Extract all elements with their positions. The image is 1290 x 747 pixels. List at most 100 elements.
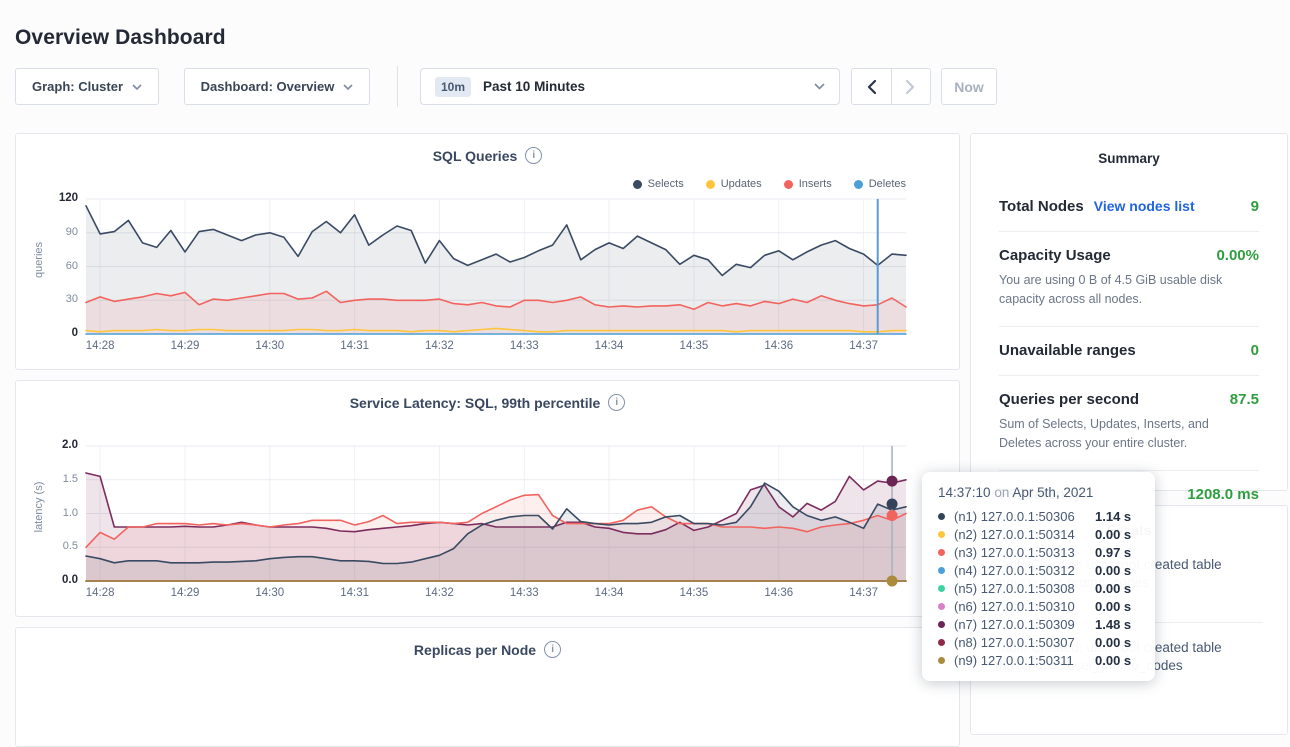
tooltip-node-value: 0.00 s <box>1095 563 1131 578</box>
x-tick-label: 14:31 <box>333 340 377 352</box>
series-color-dot <box>938 657 945 664</box>
summary-row: Queries per second 87.5 Sum of Selects, Up… <box>999 375 1259 470</box>
chart-title-text: SQL Queries <box>433 148 518 164</box>
y-tick-label: 90 <box>44 226 78 238</box>
legend-item-updates[interactable]: Updates <box>706 178 762 190</box>
x-tick-label: 14:33 <box>502 587 546 599</box>
tooltip-node-value: 0.00 s <box>1095 653 1131 668</box>
service-latency-plot[interactable] <box>86 446 906 581</box>
info-icon[interactable]: i <box>525 147 542 164</box>
x-tick-label: 14:37 <box>842 340 886 352</box>
tooltip-node-value: 0.97 s <box>1095 545 1131 560</box>
series-color-dot <box>938 567 945 574</box>
tooltip-row: (n3) 127.0.0.1:503130.97 s <box>938 543 1139 561</box>
tooltip-node-label: (n9) 127.0.0.1:50311 <box>954 653 1095 668</box>
sql-queries-plot[interactable] <box>86 199 906 334</box>
chart-title-text: Service Latency: SQL, 99th percentile <box>350 395 601 411</box>
legend-label: Selects <box>648 178 684 190</box>
legend-item-deletes[interactable]: Deletes <box>854 178 906 190</box>
controls-divider <box>397 66 398 107</box>
replicas-per-node-chart-panel: Replicas per Node i <box>15 627 960 747</box>
legend-label: Updates <box>721 178 762 190</box>
tooltip-conj: on <box>994 485 1009 500</box>
x-tick-label: 14:34 <box>587 340 631 352</box>
x-tick-label: 14:33 <box>502 340 546 352</box>
tooltip-node-value: 0.00 s <box>1095 527 1131 542</box>
tooltip-node-value: 0.00 s <box>1095 635 1131 650</box>
y-tick-label: 0.0 <box>44 574 78 586</box>
tooltip-node-label: (n7) 127.0.0.1:50309 <box>954 617 1095 632</box>
summary-row-label: Unavailable ranges <box>999 342 1136 359</box>
summary-row-value: 9 <box>1251 198 1259 215</box>
legend-item-inserts[interactable]: Inserts <box>784 178 832 190</box>
view-nodes-list-link[interactable]: View nodes list <box>1094 198 1195 214</box>
tooltip-node-value: 0.00 s <box>1095 599 1131 614</box>
x-tick-label: 14:32 <box>417 587 461 599</box>
time-step-back-button[interactable] <box>852 69 892 104</box>
legend-dot <box>784 180 793 189</box>
summary-rows: Total Nodes View nodes list 9 Capacity Usag… <box>971 183 1287 519</box>
x-tick-label: 14:30 <box>248 340 292 352</box>
x-tick-label: 14:29 <box>163 340 207 352</box>
x-tick-label: 14:35 <box>672 587 716 599</box>
legend-dot <box>854 180 863 189</box>
series-color-dot <box>938 531 945 538</box>
dashboard-dropdown-label: Dashboard: Overview <box>201 79 335 94</box>
tooltip-row: (n1) 127.0.0.1:503061.14 s <box>938 507 1139 525</box>
summary-row-value: 0 <box>1251 342 1259 359</box>
y-tick-label: 2.0 <box>44 439 78 451</box>
x-tick-label: 14:35 <box>672 340 716 352</box>
x-tick-label: 14:36 <box>757 587 801 599</box>
time-range-label: Past 10 Minutes <box>483 79 802 94</box>
summary-row-label: Capacity Usage <box>999 247 1111 264</box>
y-tick-label: 30 <box>44 293 78 305</box>
tooltip-row: (n9) 127.0.0.1:503110.00 s <box>938 651 1139 669</box>
tooltip-date: Apr 5th, 2021 <box>1012 485 1093 500</box>
x-tick-label: 14:31 <box>333 587 377 599</box>
x-tick-label: 14:30 <box>248 587 292 599</box>
tooltip-rows: (n1) 127.0.0.1:503061.14 s(n2) 127.0.0.1… <box>938 507 1139 669</box>
y-tick-label: 0 <box>44 327 78 339</box>
time-step-forward-button[interactable] <box>892 69 931 104</box>
summary-row-description: You are using 0 B of 4.5 GiB usable disk… <box>999 271 1259 310</box>
y-tick-label: 60 <box>44 260 78 272</box>
chart-title-text: Replicas per Node <box>414 642 536 658</box>
page-title: Overview Dashboard <box>15 26 226 50</box>
summary-row-label: Total Nodes <box>999 198 1084 215</box>
series-color-dot <box>938 585 945 592</box>
summary-row-value: 87.5 <box>1230 391 1259 408</box>
summary-row-label: Queries per second <box>999 391 1139 408</box>
series-color-dot <box>938 621 945 628</box>
tooltip-node-label: (n2) 127.0.0.1:50314 <box>954 527 1095 542</box>
y-tick-label: 120 <box>44 192 78 204</box>
sql-queries-chart-panel: SQL Queries i Selects Updates Inserts Delet… <box>15 133 960 370</box>
summary-row: Total Nodes View nodes list 9 <box>999 183 1259 231</box>
x-tick-label: 14:28 <box>78 587 122 599</box>
summary-row: Unavailable ranges 0 <box>999 326 1259 375</box>
info-icon[interactable]: i <box>608 394 625 411</box>
tooltip-node-label: (n4) 127.0.0.1:50312 <box>954 563 1095 578</box>
graph-dropdown[interactable]: Graph: Cluster <box>15 68 159 105</box>
series-color-dot <box>938 549 945 556</box>
series-color-dot <box>938 639 945 646</box>
chart-hover-tooltip: 14:37:10 on Apr 5th, 2021 (n1) 127.0.0.1… <box>922 472 1155 681</box>
tooltip-row: (n7) 127.0.0.1:503091.48 s <box>938 615 1139 633</box>
tooltip-node-label: (n3) 127.0.0.1:50313 <box>954 545 1095 560</box>
dashboard-dropdown[interactable]: Dashboard: Overview <box>184 68 370 105</box>
tooltip-node-value: 0.00 s <box>1095 581 1131 596</box>
legend-label: Inserts <box>799 178 832 190</box>
legend-dot <box>633 180 642 189</box>
chart-legend: Selects Updates Inserts Deletes <box>633 178 906 190</box>
chart-title: Service Latency: SQL, 99th percentile i <box>16 394 959 411</box>
legend-item-selects[interactable]: Selects <box>633 178 684 190</box>
legend-dot <box>706 180 715 189</box>
info-icon[interactable]: i <box>544 641 561 658</box>
summary-row-description: Sum of Selects, Updates, Inserts, and De… <box>999 415 1259 454</box>
y-tick-label: 1.0 <box>44 507 78 519</box>
x-tick-label: 14:29 <box>163 587 207 599</box>
time-range-picker[interactable]: 10m Past 10 Minutes <box>420 68 840 105</box>
tooltip-row: (n6) 127.0.0.1:503100.00 s <box>938 597 1139 615</box>
tooltip-node-value: 1.14 s <box>1095 509 1131 524</box>
now-button[interactable]: Now <box>941 68 997 105</box>
tooltip-row: (n2) 127.0.0.1:503140.00 s <box>938 525 1139 543</box>
